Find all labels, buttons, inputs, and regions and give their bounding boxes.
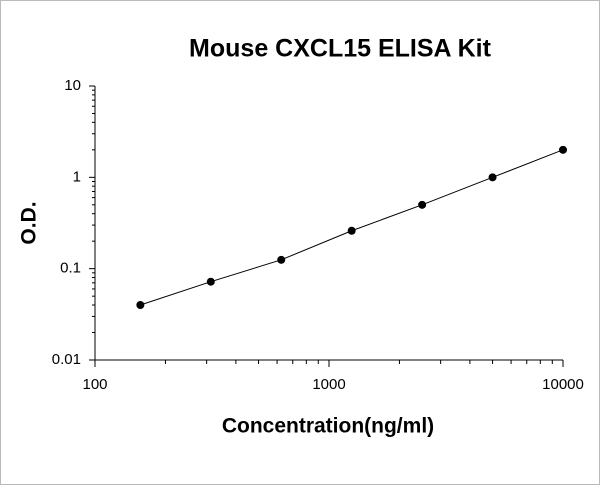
point: [206, 277, 215, 286]
point: [136, 301, 145, 310]
y-tick-label: 1: [73, 168, 81, 185]
point: [488, 173, 497, 182]
point: [559, 145, 567, 154]
point: [347, 226, 356, 235]
point: [277, 255, 286, 264]
x-axis-label: Concentration(ng/ml): [222, 415, 434, 438]
y-tick-label: 10: [64, 77, 81, 94]
x-tick-label: 100: [82, 376, 107, 393]
x-tick-label: 10000: [542, 376, 584, 393]
point: [418, 200, 427, 209]
y-axis-label: O.D.: [18, 201, 41, 244]
y-tick-label: 0.01: [52, 351, 81, 368]
chart-title: Mouse CXCL15 ELISA Kit: [189, 35, 492, 63]
y-tick-label: 0.1: [60, 260, 81, 277]
x-tick-label: 1000: [312, 376, 345, 393]
